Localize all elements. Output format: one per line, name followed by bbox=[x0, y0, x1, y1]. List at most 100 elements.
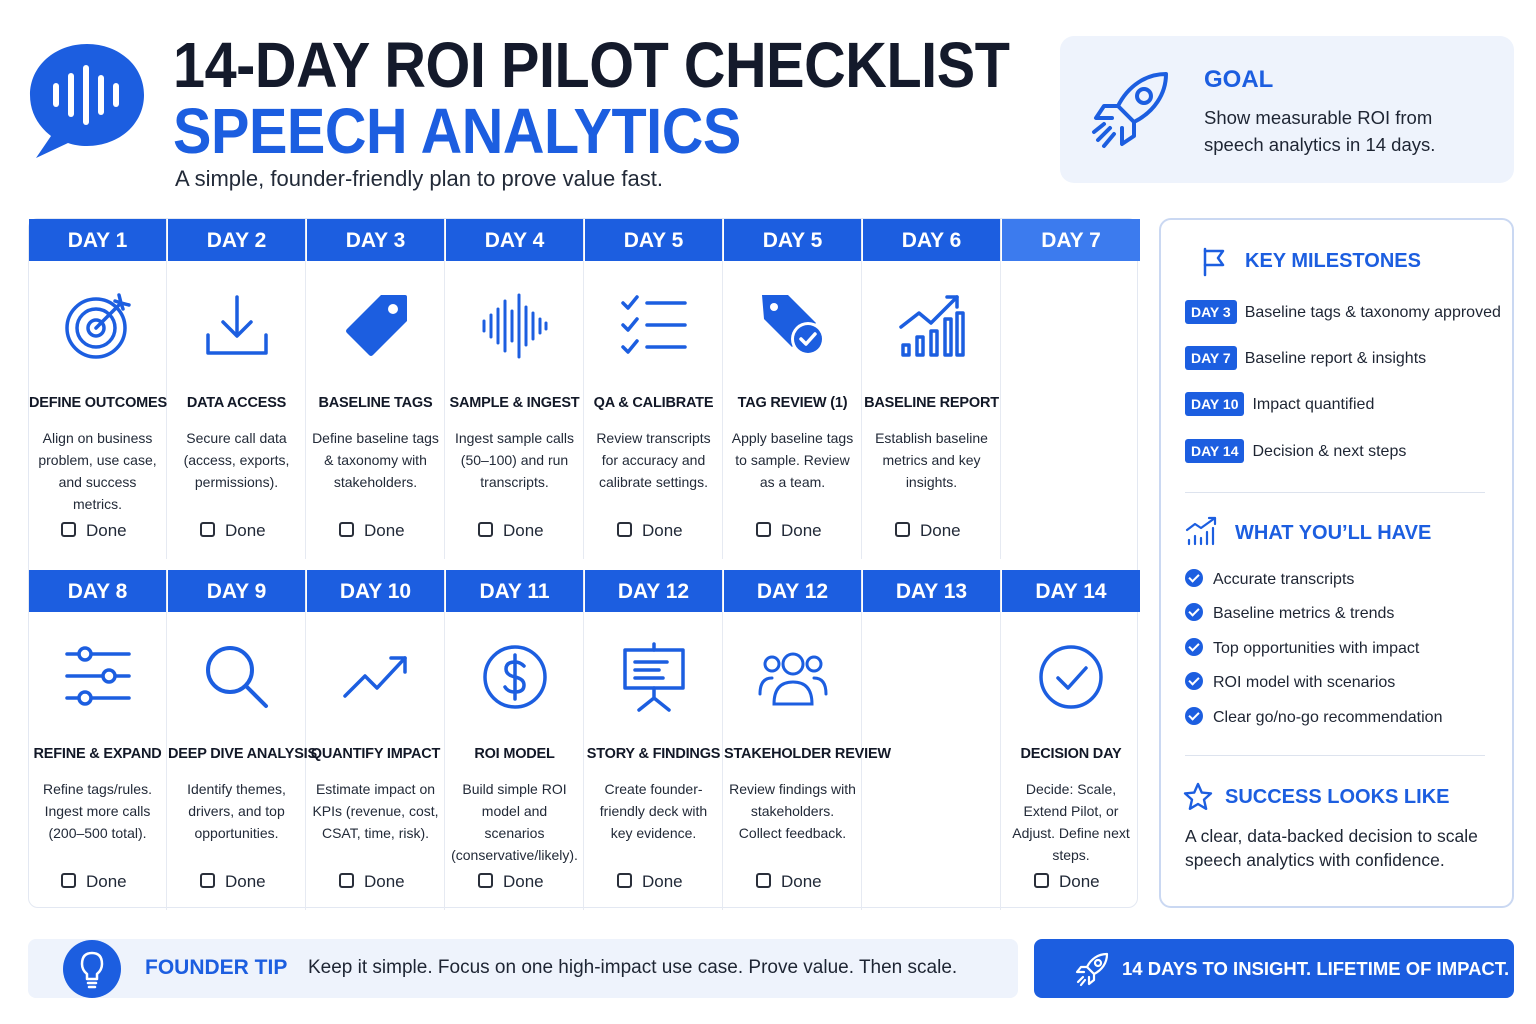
day-checklist-grid: DAY 1 DEFINE OUTCOMES Align on business … bbox=[28, 218, 1140, 910]
done-checkbox[interactable]: Done bbox=[339, 872, 405, 892]
milestones-title: KEY MILESTONES bbox=[1245, 250, 1421, 272]
done-label: Done bbox=[503, 521, 544, 540]
download-icon bbox=[206, 295, 268, 355]
done-checkbox[interactable]: Done bbox=[617, 872, 683, 892]
checkbox-square[interactable] bbox=[1034, 873, 1049, 888]
list-item: Accurate transcripts bbox=[1185, 569, 1354, 589]
list-item: Top opportunities with impact bbox=[1185, 638, 1419, 658]
done-checkbox[interactable]: Done bbox=[339, 521, 405, 541]
checkbox-square[interactable] bbox=[61, 522, 76, 537]
milestone-item: DAY 14 Decision & next steps bbox=[1185, 439, 1406, 463]
day-card: DAY 7 bbox=[1002, 219, 1140, 559]
done-label: Done bbox=[781, 521, 822, 540]
done-checkbox[interactable]: Done bbox=[200, 521, 266, 541]
day-header: DAY 8 bbox=[29, 570, 166, 612]
done-checkbox[interactable]: Done bbox=[200, 872, 266, 892]
rocket-icon bbox=[1075, 952, 1109, 987]
check-circle-icon bbox=[1185, 603, 1203, 621]
tag-icon bbox=[346, 295, 407, 356]
people-group-icon bbox=[758, 652, 828, 706]
day-header: DAY 5 bbox=[724, 219, 861, 261]
check-circle-icon bbox=[1185, 569, 1203, 587]
day-description: Create founder-friendly deck with key ev… bbox=[599, 781, 708, 841]
page-tagline: A simple, founder-friendly plan to prove… bbox=[175, 166, 663, 191]
list-item-text: Baseline metrics & trends bbox=[1213, 605, 1395, 622]
waveform-icon bbox=[482, 293, 548, 359]
day-title: DECISION DAY bbox=[1020, 746, 1122, 762]
day-description: Review transcripts for accuracy and cali… bbox=[596, 430, 711, 490]
success-title: SUCCESS LOOKS LIKE bbox=[1225, 786, 1450, 808]
list-item-text: Accurate transcripts bbox=[1213, 571, 1355, 588]
day-card: DAY 8 REFINE & EXPAND Refine tags/rules.… bbox=[29, 570, 167, 910]
day-header: DAY 5 bbox=[585, 219, 722, 261]
bar-chart-trend-icon bbox=[899, 295, 965, 357]
done-label: Done bbox=[642, 521, 683, 540]
founder-tip-title: FOUNDER TIP bbox=[145, 956, 288, 979]
milestone-badge: DAY 14 bbox=[1185, 439, 1245, 463]
checkbox-square[interactable] bbox=[200, 873, 215, 888]
goal-title: GOAL bbox=[1204, 66, 1274, 93]
bar-chart-trend-icon bbox=[1185, 516, 1217, 546]
day-description: Refine tags/rules. Ingest more calls (20… bbox=[43, 781, 152, 841]
day-card: DAY 1 DEFINE OUTCOMES Align on business … bbox=[29, 219, 167, 559]
milestone-item: DAY 3 Baseline tags & taxonomy approved bbox=[1185, 300, 1501, 324]
checkbox-square[interactable] bbox=[339, 522, 354, 537]
milestone-badge: DAY 7 bbox=[1185, 346, 1237, 370]
done-checkbox[interactable]: Done bbox=[756, 872, 822, 892]
day-title: STORY & FINDINGS bbox=[586, 746, 721, 762]
checkbox-square[interactable] bbox=[200, 522, 215, 537]
done-checkbox[interactable]: Done bbox=[756, 521, 822, 541]
milestone-item: DAY 10 Impact quantified bbox=[1185, 392, 1374, 416]
day-header: DAY 14 bbox=[1002, 570, 1140, 612]
done-checkbox[interactable]: Done bbox=[478, 872, 544, 892]
milestone-text: Baseline tags & taxonomy approved bbox=[1244, 304, 1501, 321]
milestone-badge: DAY 3 bbox=[1185, 300, 1237, 324]
day-card: DAY 13 bbox=[863, 570, 1001, 910]
checkbox-square[interactable] bbox=[617, 522, 632, 537]
done-label: Done bbox=[86, 872, 127, 891]
check-circle-icon bbox=[1185, 638, 1203, 656]
day-title: QA & CALIBRATE bbox=[593, 395, 714, 411]
done-label: Done bbox=[225, 872, 266, 891]
day-description: Define baseline tags & taxonomy with sta… bbox=[312, 430, 439, 490]
day-header: DAY 9 bbox=[168, 570, 305, 612]
done-checkbox[interactable]: Done bbox=[1034, 872, 1100, 892]
done-checkbox[interactable]: Done bbox=[61, 521, 127, 541]
day-header: DAY 6 bbox=[863, 219, 1000, 261]
list-item-text: Top opportunities with impact bbox=[1213, 640, 1420, 657]
checkbox-square[interactable] bbox=[756, 522, 771, 537]
list-item-text: Clear go/no-go recommendation bbox=[1213, 709, 1443, 726]
done-label: Done bbox=[225, 521, 266, 540]
founder-tip-text: Keep it simple. Focus on one high-impact… bbox=[308, 957, 958, 978]
day-title: DEFINE OUTCOMES bbox=[29, 395, 167, 411]
day-title: STAKEHOLDER REVIEW bbox=[724, 746, 891, 762]
done-label: Done bbox=[503, 872, 544, 891]
target-icon bbox=[65, 293, 131, 359]
goal-panel: GOAL Show measurable ROI from speech ana… bbox=[1060, 36, 1514, 183]
day-title: REFINE & EXPAND bbox=[33, 746, 162, 762]
done-checkbox[interactable]: Done bbox=[61, 872, 127, 892]
magnifier-icon bbox=[206, 646, 268, 708]
checkbox-square[interactable] bbox=[339, 873, 354, 888]
checkbox-square[interactable] bbox=[895, 522, 910, 537]
checkbox-square[interactable] bbox=[61, 873, 76, 888]
founder-tip-bar: FOUNDER TIP Keep it simple. Focus on one… bbox=[28, 939, 1018, 998]
tag-check-icon bbox=[762, 295, 825, 356]
day-description: Estimate impact on KPIs (revenue, cost, … bbox=[312, 781, 439, 841]
day-card: DAY 10 QUANTIFY IMPACT Estimate impact o… bbox=[307, 570, 445, 910]
check-circle-icon bbox=[1185, 672, 1203, 690]
checkbox-square[interactable] bbox=[756, 873, 771, 888]
checkbox-square[interactable] bbox=[617, 873, 632, 888]
checkbox-square[interactable] bbox=[478, 522, 493, 537]
done-checkbox[interactable]: Done bbox=[617, 521, 683, 541]
checklist-icon bbox=[621, 295, 687, 354]
day-description: Establish baseline metrics and key insig… bbox=[875, 430, 988, 490]
day-description: Secure call data (access, exports, permi… bbox=[183, 430, 290, 490]
checkbox-square[interactable] bbox=[478, 873, 493, 888]
done-checkbox[interactable]: Done bbox=[895, 521, 961, 541]
done-checkbox[interactable]: Done bbox=[478, 521, 544, 541]
day-header: DAY 12 bbox=[585, 570, 722, 612]
day-header: DAY 4 bbox=[446, 219, 583, 261]
milestone-badge: DAY 10 bbox=[1185, 392, 1245, 416]
day-description: Apply baseline tags to sample. Review as… bbox=[731, 430, 854, 490]
